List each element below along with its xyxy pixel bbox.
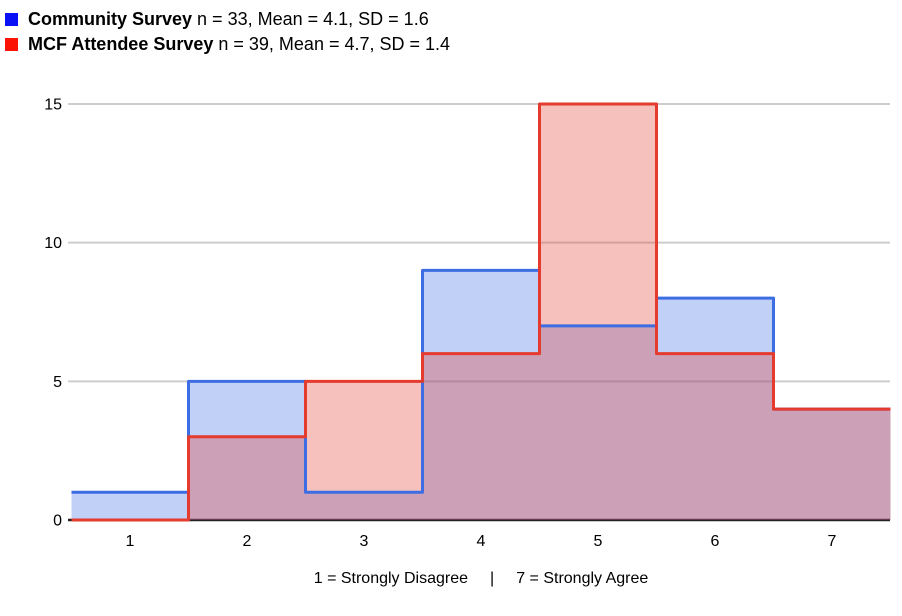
x-axis-caption: 1 = Strongly Disagree | 7 = Strongly Agree [71,570,891,588]
chart-legend: Community Survey n = 33, Mean = 4.1, SD … [5,7,450,57]
x-tick-label: 6 [711,533,720,550]
legend-item-community-survey: Community Survey n = 33, Mean = 4.1, SD … [5,7,450,32]
mcf-attendee-survey-outline [71,102,891,522]
histogram-chart: 0 5 10 15 1 2 3 4 5 6 7 [44,97,891,550]
community-survey-outline [71,268,891,494]
mcf-attendee-survey-area [71,104,891,520]
y-tick-label: 15 [44,97,62,114]
mcf-attendee-survey-swatch [5,38,18,51]
community-survey-area [71,270,891,520]
y-tick-label: 10 [44,235,62,252]
x-tick-label: 1 [126,533,135,550]
legend-series-name: MCF Attendee Survey [28,34,214,54]
x-tick-label: 4 [477,533,486,550]
x-tick-label: 7 [828,533,837,550]
legend-series-stats: n = 33, Mean = 4.1, SD = 1.6 [192,9,429,29]
legend-item-mcf-attendee-survey: MCF Attendee Survey n = 39, Mean = 4.7, … [5,32,450,57]
x-tick-label: 5 [594,533,603,550]
caption-right: 7 = Strongly Agree [516,570,649,587]
legend-series-stats: n = 39, Mean = 4.7, SD = 1.4 [213,34,451,54]
caption-divider: | [490,570,495,587]
legend-series-name: Community Survey [28,9,193,29]
y-tick-label: 5 [53,374,62,391]
community-survey-swatch [5,13,18,26]
x-tick-label: 3 [360,533,369,550]
caption-left: 1 = Strongly Disagree [313,570,469,587]
x-tick-label: 2 [243,533,252,550]
y-tick-label: 0 [53,513,62,530]
